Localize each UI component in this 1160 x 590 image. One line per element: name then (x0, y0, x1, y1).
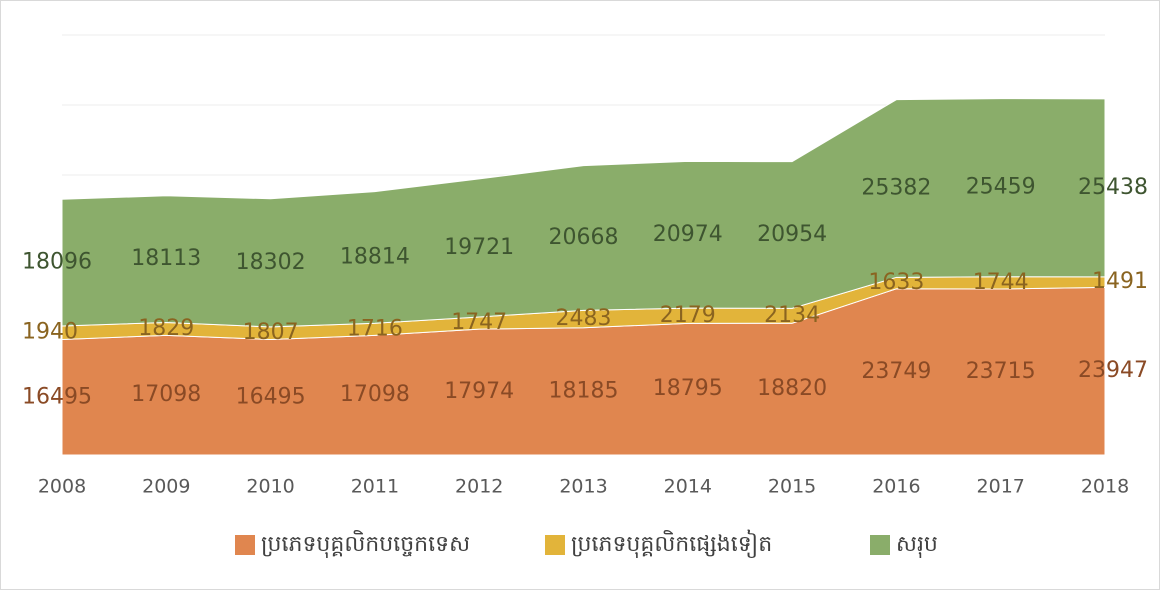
x-tick-label: 2017 (977, 476, 1025, 498)
legend-label: ប្រភេទបុគ្គលិកផ្សេងទៀត (571, 529, 772, 558)
data-label: 18096 (22, 250, 92, 275)
data-label: 17098 (340, 382, 410, 407)
areas (61, 98, 1106, 456)
data-label: 23749 (861, 359, 931, 384)
area (61, 98, 1106, 328)
data-label: 18302 (236, 250, 306, 275)
x-tick-label: 2013 (559, 476, 607, 498)
data-label: 20668 (549, 225, 619, 250)
legend: ប្រភេទបុគ្គលិកបច្ចេកទេស ប្រភេទបុគ្គលិកផ្ស… (235, 529, 938, 558)
data-label: 20974 (653, 222, 723, 247)
data-label: 25382 (861, 175, 931, 200)
x-tick-label: 2008 (38, 476, 86, 498)
data-label: 25459 (966, 175, 1036, 200)
legend-swatch (870, 535, 890, 555)
data-label: 1716 (347, 316, 403, 341)
data-label: 1940 (22, 320, 78, 345)
data-label: 25438 (1078, 175, 1148, 200)
data-label: 18820 (757, 376, 827, 401)
data-label: 1747 (451, 310, 507, 335)
data-label: 18113 (131, 246, 201, 271)
data-label: 18185 (549, 378, 619, 403)
x-tick-label: 2011 (351, 476, 399, 498)
data-label: 20954 (757, 222, 827, 247)
data-label: 2134 (764, 303, 820, 328)
data-label: 1829 (138, 316, 194, 341)
legend-swatch (545, 535, 565, 555)
x-tick-label: 2015 (768, 476, 816, 498)
x-tick-label: 2012 (455, 476, 503, 498)
x-tick-label: 2009 (142, 476, 190, 498)
data-label: 16495 (22, 384, 92, 409)
x-tick-label: 2018 (1081, 476, 1129, 498)
data-label: 18814 (340, 244, 410, 269)
data-label: 17974 (444, 379, 514, 404)
data-label: 19721 (444, 235, 514, 260)
x-tick-label: 2016 (872, 476, 920, 498)
x-tick-label: 2014 (664, 476, 712, 498)
labels: 2008 2009 2010 2011 2012 2013 2014 2015 2016 2017… (22, 175, 1148, 498)
data-label: 23947 (1078, 358, 1148, 383)
data-label: 23715 (966, 359, 1036, 384)
data-label: 2483 (556, 306, 612, 331)
legend-label: សរុប (896, 532, 938, 558)
legend-label: ប្រភេទបុគ្គលិកបច្ចេកទេស (261, 530, 470, 558)
data-label: 1744 (973, 270, 1029, 295)
x-tick-label: 2010 (246, 476, 294, 498)
data-label: 1807 (243, 320, 299, 345)
data-label: 1491 (1092, 269, 1148, 294)
legend-swatch (235, 535, 255, 555)
data-label: 2179 (660, 303, 716, 328)
data-label: 17098 (131, 382, 201, 407)
data-label: 1633 (868, 270, 924, 295)
data-label: 18795 (653, 376, 723, 401)
data-label: 16495 (236, 384, 306, 409)
